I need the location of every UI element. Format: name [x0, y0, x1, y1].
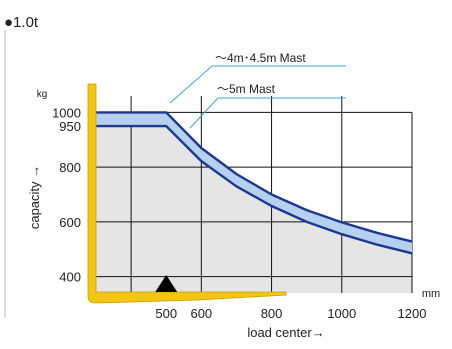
y-tick-label: 600 [59, 215, 81, 230]
x-axis-label: load center→ [247, 325, 324, 340]
capacity-area [96, 126, 412, 293]
x-tick-label: 500 [155, 306, 177, 321]
x-tick-label: 600 [190, 306, 212, 321]
mast-band [96, 112, 412, 254]
series-layer [96, 111, 413, 255]
y-tick-label: 400 [59, 270, 81, 285]
series-line-4m-mast [96, 111, 413, 243]
x-unit-label: mm [422, 288, 440, 300]
legend-label-5m-mast: ～5m Mast [217, 82, 276, 96]
x-tick-label: 1200 [398, 306, 427, 321]
y-unit-label: kg [37, 89, 48, 100]
x-tick-label: 800 [261, 306, 283, 321]
legend-label-4m-mast: ～4m･4.5m Mast [215, 51, 306, 65]
y-tick-label: 1000 [52, 105, 81, 120]
chart-title: ●1.0t [4, 14, 39, 31]
x-tick-label: 1000 [327, 306, 356, 321]
fork-graphic [87, 83, 287, 304]
fork-shape [87, 83, 287, 304]
grid [96, 96, 413, 293]
y-axis-label: capacity → [27, 165, 42, 229]
y-tick-label: 950 [59, 119, 81, 134]
y-tick-label: 800 [59, 160, 81, 175]
load-center-marker [155, 275, 178, 292]
series-line-5m-mast [96, 124, 413, 255]
legend-leader-line-1 [169, 65, 213, 104]
capacity-area-fill [96, 126, 412, 293]
legend-leader-line-2 [189, 97, 219, 129]
